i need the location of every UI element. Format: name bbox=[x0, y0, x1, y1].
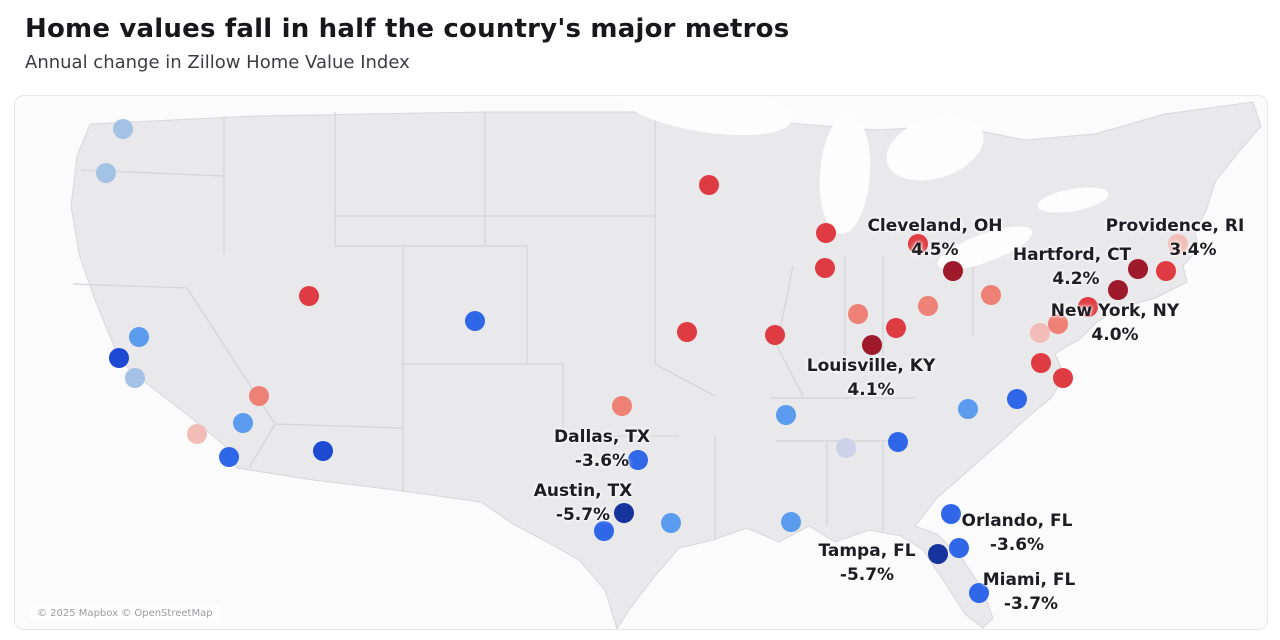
metro-dot-boston-ma[interactable] bbox=[1168, 234, 1188, 254]
metro-dot-austin-tx[interactable] bbox=[614, 503, 634, 523]
metro-dot-virginia-beach-va[interactable] bbox=[1053, 368, 1073, 388]
metro-dot-minneapolis-mn[interactable] bbox=[699, 175, 719, 195]
metro-dot-sacramento-ca[interactable] bbox=[129, 327, 149, 347]
metro-dot-indianapolis-in[interactable] bbox=[848, 304, 868, 324]
metro-dot-birmingham-al[interactable] bbox=[836, 438, 856, 458]
metro-dot-providence-ri[interactable] bbox=[1156, 261, 1176, 281]
metro-dot-memphis-tn[interactable] bbox=[776, 405, 796, 425]
metro-dot-atlanta-ga[interactable] bbox=[888, 432, 908, 452]
page-subtitle: Annual change in Zillow Home Value Index bbox=[25, 52, 410, 73]
metro-dot-los-angeles-ca[interactable] bbox=[219, 447, 239, 467]
dots-layer bbox=[15, 96, 1267, 629]
metro-dot-new-york-ny[interactable] bbox=[1108, 280, 1128, 300]
metro-dot-san-francisco-ca[interactable] bbox=[109, 348, 129, 368]
metro-dot-st-louis-mo[interactable] bbox=[765, 325, 785, 345]
metro-dot-newark-nj[interactable] bbox=[1078, 297, 1098, 317]
metro-dot-raleigh-nc[interactable] bbox=[1007, 389, 1027, 409]
metro-dot-portland-or[interactable] bbox=[96, 163, 116, 183]
metro-dot-bakersfield-ca[interactable] bbox=[187, 424, 207, 444]
metro-dot-san-antonio-tx[interactable] bbox=[594, 521, 614, 541]
metro-dot-san-jose-ca[interactable] bbox=[125, 368, 145, 388]
metro-dot-dallas-tx[interactable] bbox=[628, 450, 648, 470]
great-lakes bbox=[617, 96, 1109, 270]
chart-header: Home values fall in half the country's m… bbox=[25, 14, 789, 73]
metro-dot-orlando-fl[interactable] bbox=[941, 504, 961, 524]
metro-dot-detroit-mi[interactable] bbox=[908, 234, 928, 254]
metro-dot-new-orleans-la[interactable] bbox=[781, 512, 801, 532]
metro-dot-kansas-city-mo[interactable] bbox=[677, 322, 697, 342]
metro-dot-cleveland-oh[interactable] bbox=[943, 261, 963, 281]
metro-dot-washington-dc[interactable] bbox=[1031, 353, 1051, 373]
us-basemap[interactable] bbox=[15, 96, 1267, 629]
metro-dot-riverside-ca[interactable] bbox=[233, 413, 253, 433]
metro-dot-philadelphia-pa[interactable] bbox=[1048, 314, 1068, 334]
metro-dot-columbus-oh[interactable] bbox=[918, 296, 938, 316]
metro-dot-allentown-pa[interactable] bbox=[1030, 323, 1050, 343]
metro-dot-chicago-il[interactable] bbox=[815, 258, 835, 278]
metro-dot-milwaukee-wi[interactable] bbox=[816, 223, 836, 243]
metro-dot-pittsburgh-pa[interactable] bbox=[981, 285, 1001, 305]
state-borders bbox=[72, 112, 974, 540]
metro-dot-louisville-ky[interactable] bbox=[862, 335, 882, 355]
metro-dot-las-vegas-nv[interactable] bbox=[249, 386, 269, 406]
metro-dot-houston-tx[interactable] bbox=[661, 513, 681, 533]
metro-dot-miami-fl[interactable] bbox=[969, 583, 989, 603]
metro-dot-denver-co[interactable] bbox=[465, 311, 485, 331]
metro-dot-oklahoma-city-ok[interactable] bbox=[612, 396, 632, 416]
map-attribution[interactable]: © 2025 Mapbox © OpenStreetMap bbox=[29, 606, 221, 621]
metro-dot-salt-lake-city-ut[interactable] bbox=[299, 286, 319, 306]
metro-dot-lakeland-fl[interactable] bbox=[949, 538, 969, 558]
metro-dot-phoenix-az[interactable] bbox=[313, 441, 333, 461]
metro-dot-hartford-ct[interactable] bbox=[1128, 259, 1148, 279]
metro-dot-cincinnati-oh[interactable] bbox=[886, 318, 906, 338]
metro-dot-charlotte-nc[interactable] bbox=[958, 399, 978, 419]
metro-dot-seattle-wa[interactable] bbox=[113, 119, 133, 139]
map-panel[interactable]: Cleveland, OH 4.5% Providence, RI 3.4% Hartf… bbox=[14, 95, 1268, 630]
page-title: Home values fall in half the country's m… bbox=[25, 14, 790, 44]
metro-dot-tampa-fl[interactable] bbox=[928, 544, 948, 564]
